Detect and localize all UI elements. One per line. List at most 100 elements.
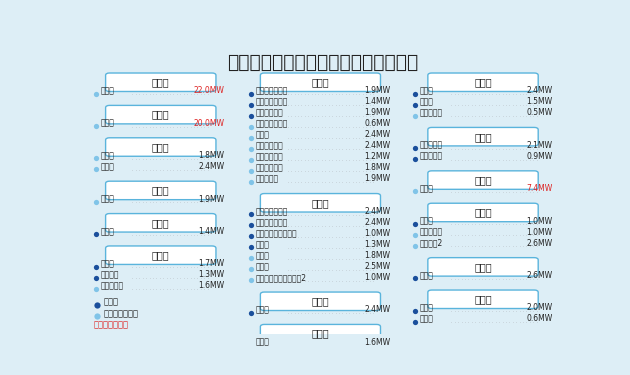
Text: 1.3MW: 1.3MW <box>364 240 390 249</box>
Text: 1.0MW: 1.0MW <box>364 229 390 238</box>
Text: バイテックが展開する太陽光発電事業: バイテックが展開する太陽光発電事業 <box>227 53 418 72</box>
FancyBboxPatch shape <box>428 290 538 309</box>
Text: 稼働中: 稼働中 <box>103 297 118 306</box>
Text: 大崎市: 大崎市 <box>101 151 115 160</box>
Text: 1.3MW: 1.3MW <box>198 270 224 279</box>
FancyBboxPatch shape <box>260 194 381 212</box>
FancyBboxPatch shape <box>106 214 216 232</box>
Text: 八代市: 八代市 <box>420 314 433 323</box>
Text: 宮城県: 宮城県 <box>152 142 169 152</box>
Text: 六戸町: 六戸町 <box>101 86 115 95</box>
Text: 2.1MW: 2.1MW <box>526 141 553 150</box>
Text: 2.4MW: 2.4MW <box>364 141 390 150</box>
Text: 1.9MW: 1.9MW <box>364 86 390 95</box>
Text: 常降大宮市: 常降大宮市 <box>101 281 124 290</box>
Text: 20.0MW: 20.0MW <box>193 119 224 128</box>
Text: 宇都宮市氷室: 宇都宮市氷室 <box>256 141 284 150</box>
Text: 1.0MW: 1.0MW <box>364 273 390 282</box>
Text: 0.5MW: 0.5MW <box>526 108 553 117</box>
Text: 滝沢市: 滝沢市 <box>101 119 115 128</box>
Text: 2.4MW: 2.4MW <box>198 162 224 171</box>
Text: 1.7MW: 1.7MW <box>198 259 224 268</box>
Text: 栃木県: 栃木県 <box>312 77 329 87</box>
Text: 伊勢市下野: 伊勢市下野 <box>420 152 443 161</box>
Text: 福岡県: 福岡県 <box>474 262 492 272</box>
Text: 日光市第二: 日光市第二 <box>256 174 279 183</box>
Text: 神流町: 神流町 <box>256 251 270 260</box>
Text: 秋田県: 秋田県 <box>152 185 169 195</box>
FancyBboxPatch shape <box>428 258 538 276</box>
FancyBboxPatch shape <box>428 171 538 189</box>
FancyBboxPatch shape <box>260 73 381 92</box>
Text: 三重県: 三重県 <box>474 132 492 142</box>
Text: 1.4MW: 1.4MW <box>198 227 224 236</box>
Text: 茨城県: 茨城県 <box>152 250 169 260</box>
Text: 笠間市: 笠間市 <box>101 259 115 268</box>
FancyBboxPatch shape <box>106 73 216 92</box>
Text: 2.5MW: 2.5MW <box>364 262 390 271</box>
Text: 那須町寺子乙: 那須町寺子乙 <box>256 164 284 172</box>
FancyBboxPatch shape <box>106 105 216 124</box>
Text: 中之条町キャンプ場第2: 中之条町キャンプ場第2 <box>256 273 307 282</box>
Text: 愛媛県: 愛媛県 <box>474 207 492 218</box>
Text: 2.6MW: 2.6MW <box>526 271 553 280</box>
Text: 今治市: 今治市 <box>420 216 433 225</box>
FancyBboxPatch shape <box>428 73 538 92</box>
Text: 2.4MW: 2.4MW <box>364 130 390 140</box>
Text: 中之条町上野原: 中之条町上野原 <box>256 218 289 227</box>
Text: 1.8MW: 1.8MW <box>364 164 390 172</box>
Text: 山形県: 山形県 <box>152 218 169 228</box>
Text: 今治市増設: 今治市増設 <box>420 228 443 237</box>
Text: 7.4MW: 7.4MW <box>526 184 553 193</box>
Text: 熊谷市: 熊谷市 <box>256 305 270 314</box>
FancyBboxPatch shape <box>106 181 216 200</box>
Text: 1.6MW: 1.6MW <box>364 338 390 347</box>
Text: 1.2MW: 1.2MW <box>364 153 390 162</box>
Text: 1.9MW: 1.9MW <box>198 195 224 204</box>
Text: 日光市: 日光市 <box>256 130 270 140</box>
Text: 工事中／計画中: 工事中／計画中 <box>103 309 138 318</box>
Text: 兵庫県: 兵庫県 <box>474 175 492 185</box>
Text: 1.6MW: 1.6MW <box>198 281 224 290</box>
FancyBboxPatch shape <box>106 138 216 156</box>
Text: 1.0MW: 1.0MW <box>526 228 553 237</box>
Text: 龍ヶ崎市: 龍ヶ崎市 <box>101 270 119 279</box>
Text: 1.8MW: 1.8MW <box>364 251 390 260</box>
Text: 宇都宮市下田原: 宇都宮市下田原 <box>256 119 289 128</box>
Text: 0.6MW: 0.6MW <box>526 314 553 323</box>
Text: 大田原市小滝: 大田原市小滝 <box>256 108 284 117</box>
Text: 0.9MW: 0.9MW <box>526 152 553 161</box>
Text: 1.9MW: 1.9MW <box>364 174 390 183</box>
Text: 2.4MW: 2.4MW <box>526 86 553 95</box>
Text: 2.0MW: 2.0MW <box>526 303 553 312</box>
Text: 青森県: 青森県 <box>152 77 169 87</box>
Text: 伊勢市村松: 伊勢市村松 <box>420 141 443 150</box>
Text: 村山市: 村山市 <box>101 227 115 236</box>
Text: 2.6MW: 2.6MW <box>526 238 553 248</box>
FancyBboxPatch shape <box>106 246 216 264</box>
Text: 2.4MW: 2.4MW <box>364 218 390 227</box>
Text: 0.6MW: 0.6MW <box>364 119 390 128</box>
Text: 中之条町キャンプ場: 中之条町キャンプ場 <box>256 229 297 238</box>
FancyBboxPatch shape <box>428 203 538 222</box>
Text: 熊本県: 熊本県 <box>474 294 492 304</box>
FancyBboxPatch shape <box>428 128 538 146</box>
Text: 22.0MW: 22.0MW <box>193 86 224 95</box>
Text: 北杜市: 北杜市 <box>256 338 270 347</box>
Text: 大館市: 大館市 <box>101 195 115 204</box>
Text: 2.4MW: 2.4MW <box>364 305 390 314</box>
Text: 今治市第2: 今治市第2 <box>420 238 443 248</box>
Text: 藤岡市: 藤岡市 <box>256 240 270 249</box>
FancyBboxPatch shape <box>260 292 381 310</box>
Text: 山梨県: 山梨県 <box>312 328 329 339</box>
Text: 那須塩原市鳓掛: 那須塩原市鳓掛 <box>256 98 289 106</box>
Text: 1.9MW: 1.9MW <box>364 108 390 117</box>
Text: 埼玉県: 埼玉県 <box>312 296 329 306</box>
Text: 那須塩原市青木: 那須塩原市青木 <box>256 86 289 95</box>
Text: 渋川市: 渋川市 <box>256 262 270 271</box>
Text: 2.4MW: 2.4MW <box>364 207 390 216</box>
Text: 1.8MW: 1.8MW <box>198 151 224 160</box>
Text: 岩手県: 岩手県 <box>152 110 169 120</box>
Text: 赤字は特別高圧: 赤字は特別高圧 <box>93 320 129 329</box>
Text: 1.4MW: 1.4MW <box>364 98 390 106</box>
